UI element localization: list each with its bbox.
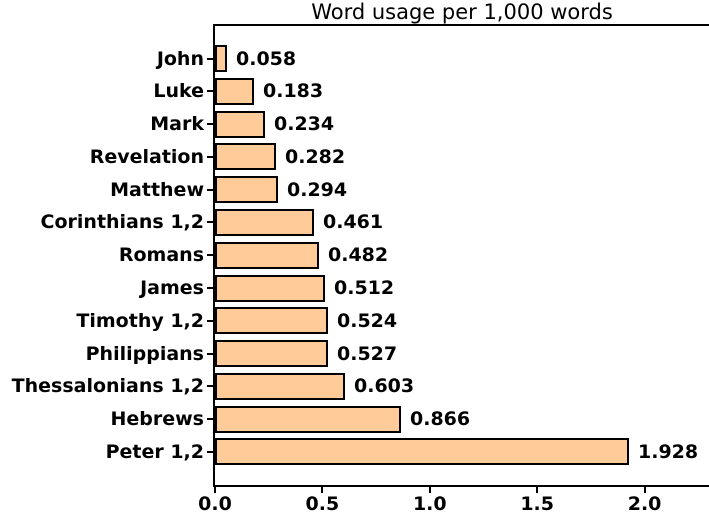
category-label: John bbox=[156, 47, 204, 70]
y-tick-mark bbox=[207, 123, 214, 126]
x-tick-mark bbox=[536, 487, 539, 493]
y-tick-mark bbox=[207, 450, 214, 453]
x-tick-label: 0.5 bbox=[305, 493, 340, 515]
value-label: 0.183 bbox=[263, 80, 324, 103]
value-label: 0.527 bbox=[337, 342, 398, 365]
y-tick-mark bbox=[207, 385, 214, 388]
bar bbox=[215, 307, 328, 335]
category-label: Hebrews bbox=[110, 408, 204, 431]
bar bbox=[215, 45, 227, 72]
category-label: Corinthians 1,2 bbox=[40, 211, 204, 234]
value-label: 0.294 bbox=[287, 178, 348, 201]
x-tick-mark bbox=[428, 487, 431, 493]
x-tick-label: 2.0 bbox=[627, 493, 662, 515]
y-tick-mark bbox=[207, 254, 214, 257]
x-tick-label: 1.0 bbox=[412, 493, 447, 515]
value-label: 0.461 bbox=[323, 211, 384, 234]
value-label: 1.928 bbox=[638, 440, 699, 463]
category-label: Timothy 1,2 bbox=[76, 309, 204, 332]
y-tick-mark bbox=[207, 188, 214, 191]
bar bbox=[215, 143, 276, 171]
value-label: 0.482 bbox=[328, 244, 389, 267]
category-label: James bbox=[140, 277, 204, 300]
bar bbox=[215, 372, 345, 400]
value-label: 0.512 bbox=[334, 277, 395, 300]
value-label: 0.234 bbox=[274, 113, 335, 136]
bar bbox=[215, 340, 328, 368]
bar bbox=[215, 241, 319, 269]
category-label: Romans bbox=[118, 244, 204, 267]
y-tick-mark bbox=[207, 418, 214, 421]
bar bbox=[215, 405, 401, 433]
x-tick-mark bbox=[643, 487, 646, 493]
category-label: Thessalonians 1,2 bbox=[11, 375, 204, 398]
x-tick-mark bbox=[321, 487, 324, 493]
category-label: Revelation bbox=[89, 145, 204, 168]
y-tick-mark bbox=[207, 287, 214, 290]
y-tick-mark bbox=[207, 57, 214, 60]
x-tick-mark bbox=[214, 487, 216, 493]
value-label: 0.524 bbox=[337, 309, 398, 332]
category-label: Peter 1,2 bbox=[105, 440, 204, 463]
bar bbox=[215, 208, 314, 236]
bar bbox=[215, 438, 629, 466]
bar bbox=[215, 274, 325, 302]
bar bbox=[215, 77, 254, 105]
category-label: Matthew bbox=[110, 178, 204, 201]
value-label: 0.282 bbox=[285, 145, 346, 168]
y-tick-mark bbox=[207, 90, 214, 93]
bar bbox=[215, 110, 265, 138]
value-label: 0.866 bbox=[410, 408, 471, 431]
bar bbox=[215, 176, 278, 204]
y-tick-mark bbox=[207, 221, 214, 224]
category-label: Philippians bbox=[85, 342, 204, 365]
x-tick-label: 0.0 bbox=[198, 493, 232, 515]
y-tick-mark bbox=[207, 155, 214, 158]
category-label: Luke bbox=[153, 80, 204, 103]
y-tick-mark bbox=[207, 352, 214, 355]
category-label: Mark bbox=[150, 113, 204, 136]
y-tick-mark bbox=[207, 319, 214, 322]
value-label: 0.603 bbox=[354, 375, 415, 398]
x-tick-label: 1.5 bbox=[520, 493, 554, 515]
chart-title: Word usage per 1,000 words bbox=[311, 0, 613, 24]
value-label: 0.058 bbox=[236, 47, 297, 70]
